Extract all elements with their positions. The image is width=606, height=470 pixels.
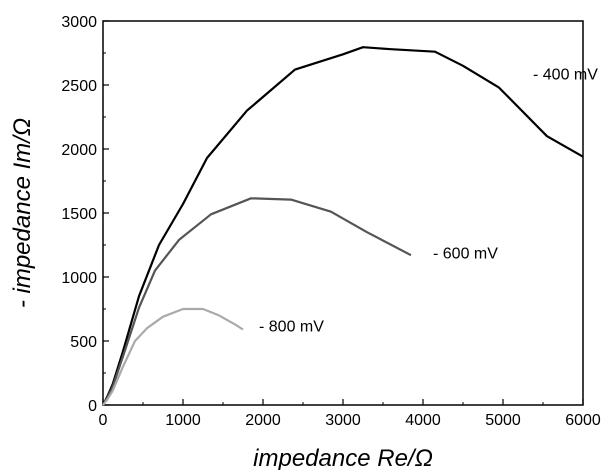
plot-frame	[102, 20, 584, 406]
x-tick-label: 5000	[485, 412, 521, 429]
series-lines	[102, 46, 584, 406]
x-tick-label: 0	[99, 412, 108, 429]
x-axis: 0 1000 2000 3000 4000 5000 6000	[99, 399, 601, 429]
series-label: - 400 mV	[533, 67, 598, 84]
y-tick-label: 1000	[61, 270, 97, 287]
x-tick-label: 3000	[325, 412, 361, 429]
y-tick-label: 0	[88, 398, 97, 415]
y-tick-label: 1500	[61, 206, 97, 223]
y-axis-title: - impedance Im/Ω	[9, 118, 36, 308]
y-axis: 0 500 1000 1500 2000 2500 3000	[61, 14, 109, 415]
y-tick-label: 2500	[61, 78, 97, 95]
series-line	[102, 197, 412, 406]
y-tick-label: 500	[70, 334, 97, 351]
series-label: - 600 mV	[433, 246, 498, 263]
series-label: - 800 mV	[259, 319, 324, 336]
x-tick-label: 1000	[165, 412, 201, 429]
y-tick-label: 2000	[61, 142, 97, 159]
series-line	[102, 46, 584, 406]
x-tick-label: 6000	[565, 412, 601, 429]
y-tick-label: 3000	[61, 14, 97, 31]
x-tick-label: 2000	[245, 412, 281, 429]
series-labels: - 400 mV - 600 mV - 800 mV	[259, 67, 598, 336]
x-axis-title: impedance Re/Ω	[253, 445, 433, 470]
x-tick-label: 4000	[405, 412, 441, 429]
series-line	[102, 307, 244, 406]
